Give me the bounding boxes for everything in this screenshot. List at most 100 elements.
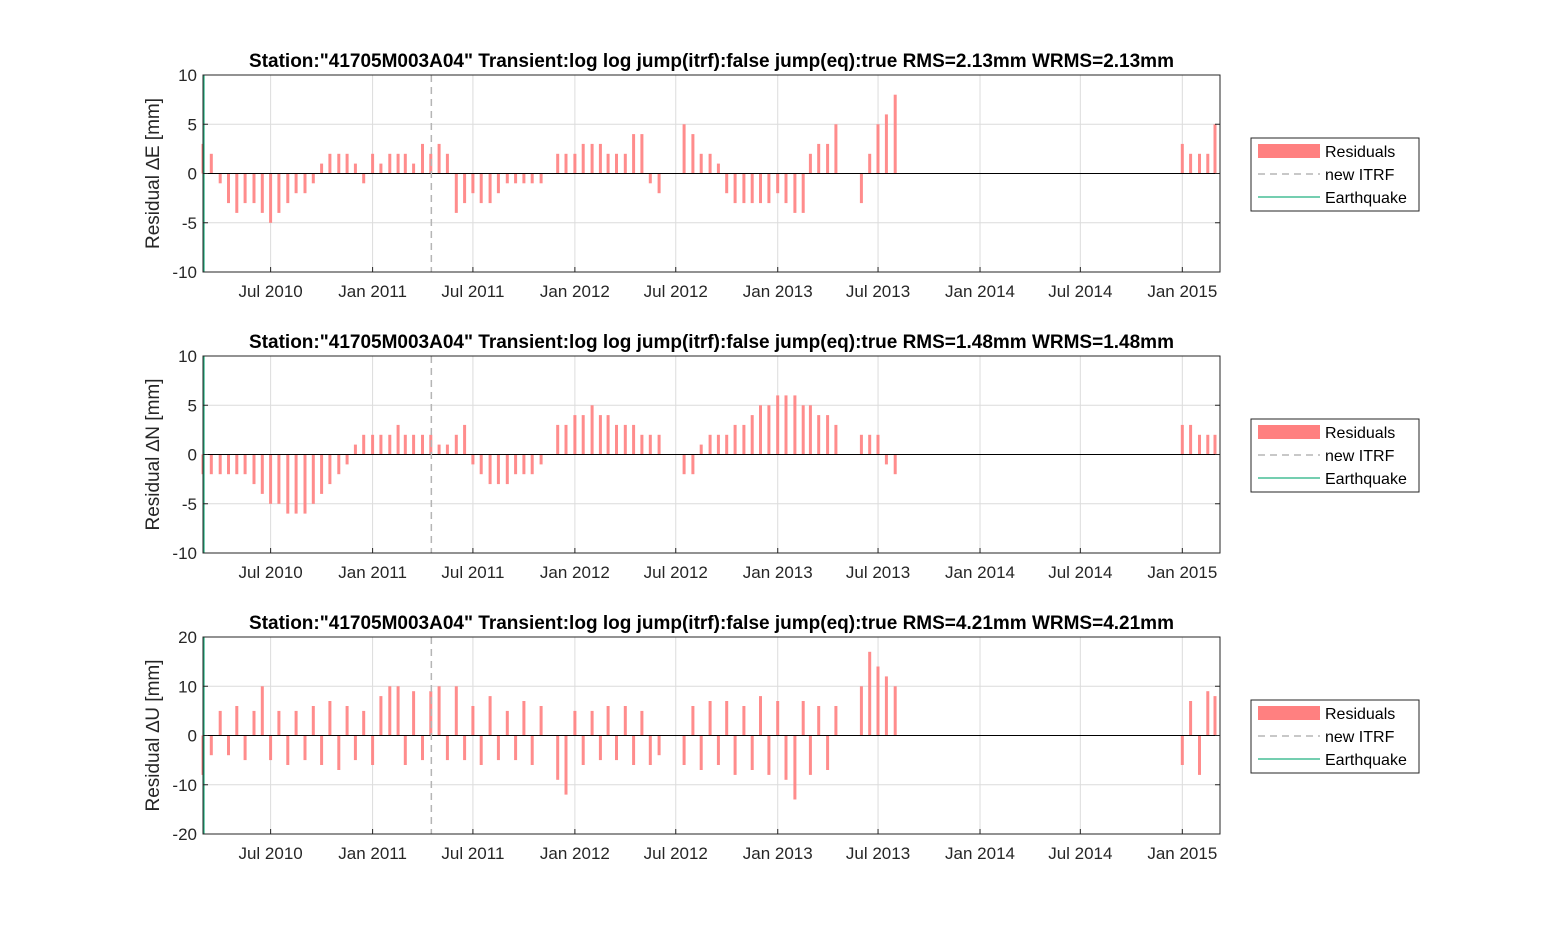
residual-bar: [699, 444, 703, 455]
residual-bar: [750, 415, 754, 455]
residual-bar: [353, 735, 357, 761]
y-tick-label: 20: [178, 628, 197, 647]
residual-bar: [623, 424, 627, 455]
residual-bar: [252, 710, 256, 736]
residual-bar: [556, 424, 560, 455]
residual-bar: [209, 735, 213, 756]
legend-label: new ITRF: [1325, 167, 1395, 184]
residual-bar: [793, 173, 797, 213]
y-tick-label: 0: [188, 446, 197, 465]
residual-bar: [767, 405, 771, 455]
residual-bar: [784, 735, 788, 780]
x-tick-label: Jan 2012: [540, 563, 610, 582]
y-tick-label: 5: [188, 396, 197, 415]
x-tick-label: Jan 2013: [743, 563, 813, 582]
legend-label: Earthquake: [1325, 752, 1407, 769]
residual-bar: [471, 173, 475, 194]
residual-bar: [522, 173, 526, 184]
residual-bar: [1206, 153, 1210, 174]
x-tick-label: Jan 2015: [1147, 563, 1217, 582]
residual-bar: [454, 173, 458, 213]
x-tick-label: Jan 2015: [1147, 844, 1217, 863]
residual-bar: [496, 173, 500, 194]
residual-bar: [742, 173, 746, 204]
residual-bar: [337, 735, 341, 770]
x-tick-label: Jul 2010: [238, 563, 302, 582]
residual-bar: [759, 696, 762, 736]
legend-label: new ITRF: [1325, 448, 1395, 465]
residual-bar: [564, 153, 568, 174]
residual-bar: [556, 735, 560, 780]
x-tick-label: Jan 2014: [945, 844, 1015, 863]
x-tick-label: Jul 2014: [1048, 282, 1112, 301]
residual-bar: [479, 173, 483, 204]
residual-bar: [379, 163, 383, 174]
residual-bar: [311, 454, 315, 504]
residual-bar: [1213, 124, 1217, 174]
residual-bar: [657, 434, 661, 455]
residual-bar: [801, 701, 805, 736]
legend-label: Residuals: [1325, 425, 1395, 442]
x-tick-label: Jan 2013: [743, 844, 813, 863]
residual-bar: [868, 153, 872, 174]
residual-bar: [345, 153, 349, 174]
residual-bar: [868, 651, 872, 736]
residual-bar: [801, 405, 805, 455]
residual-bar: [328, 454, 332, 485]
residual-bar: [437, 686, 441, 736]
x-tick-label: Jan 2011: [338, 282, 407, 301]
residual-bar: [505, 710, 509, 736]
residual-bar: [640, 434, 644, 455]
residual-bar: [776, 395, 780, 455]
residual-bar: [826, 415, 830, 455]
residual-bar: [445, 444, 449, 455]
y-tick-label: -10: [172, 544, 197, 563]
y-tick-label: 10: [178, 66, 197, 85]
y-tick-label: -5: [182, 214, 197, 233]
residual-bar: [320, 735, 324, 765]
residual-bar: [362, 173, 366, 184]
residual-bar: [615, 153, 618, 174]
residual-bar: [243, 173, 247, 204]
residual-bar: [682, 454, 686, 475]
residual-bar: [235, 706, 239, 736]
residual-bar: [294, 710, 298, 736]
residual-bar: [808, 153, 812, 174]
residual-bar: [615, 424, 618, 455]
residual-bar: [353, 444, 357, 455]
panel-title: Station:"41705M003A04" Transient:log log…: [249, 613, 1174, 634]
y-tick-label: 0: [188, 165, 197, 184]
residual-bar: [691, 134, 695, 174]
residual-bar: [573, 153, 577, 174]
legend: Residuals new ITRF Earthquake: [1250, 418, 1420, 493]
residual-bar: [514, 735, 518, 761]
residual-bar: [454, 686, 458, 736]
residual-bar: [750, 735, 754, 770]
residual-bar: [623, 706, 627, 736]
residual-bar: [488, 454, 492, 485]
y-tick-label: 0: [188, 727, 197, 746]
x-tick-label: Jul 2011: [441, 844, 504, 863]
residual-bar: [243, 454, 247, 475]
residual-bar: [1180, 143, 1184, 174]
residual-bar: [403, 735, 407, 765]
residual-bar: [776, 173, 780, 194]
residual-bar: [632, 424, 636, 455]
residual-bar: [742, 706, 746, 736]
residual-bar: [463, 424, 467, 455]
residual-bar: [808, 735, 812, 775]
residual-bar: [471, 454, 475, 465]
residual-bar: [691, 706, 695, 736]
residual-bar: [884, 114, 888, 174]
residual-bar: [269, 454, 273, 504]
residual-bar: [286, 735, 290, 765]
residual-bar: [1206, 691, 1210, 736]
residual-bar: [260, 454, 264, 494]
residual-bar: [209, 153, 213, 174]
residual-bar: [412, 691, 416, 736]
x-tick-label: Jul 2012: [644, 282, 708, 301]
residual-bar: [691, 454, 695, 475]
legend-swatch-residuals: [1258, 706, 1320, 720]
residual-bar: [648, 735, 652, 765]
residual-bar: [539, 706, 543, 736]
